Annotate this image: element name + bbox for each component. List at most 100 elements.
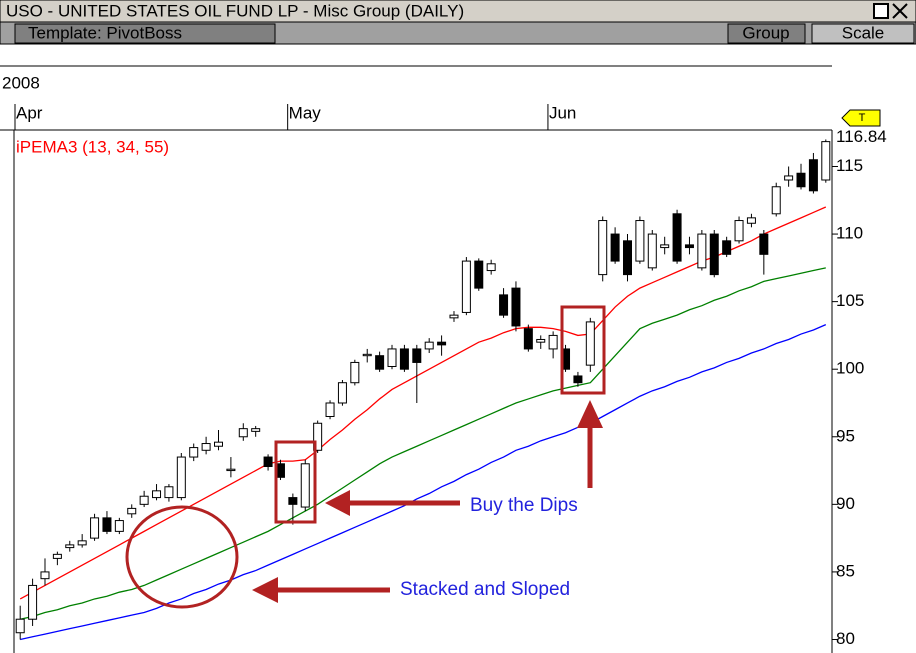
candle-body	[164, 486, 174, 499]
candle-body	[623, 240, 632, 276]
candle-body	[437, 341, 447, 346]
candle-body	[399, 348, 409, 370]
year-label: 2008	[2, 73, 40, 92]
candle-body	[499, 294, 509, 316]
arrow-head	[577, 400, 603, 428]
indicator-label: iPEMA3 (13, 34, 55)	[16, 137, 169, 156]
candle-body	[412, 348, 422, 363]
candle-body	[275, 463, 285, 478]
candle-body	[610, 233, 620, 262]
annotation-text: Stacked and Sloped	[400, 579, 570, 600]
candle-body	[759, 233, 769, 255]
y-tick-label: 110	[836, 224, 863, 243]
candle-body	[114, 520, 124, 532]
candle-body	[821, 141, 831, 181]
candle-body	[15, 618, 25, 634]
candle-body	[474, 260, 484, 289]
candle-body	[598, 220, 608, 276]
candle-body	[808, 159, 818, 192]
candle-body	[375, 355, 385, 370]
candle-body	[635, 220, 645, 262]
maximize-button[interactable]	[873, 3, 889, 19]
candle-body	[350, 361, 360, 384]
candle-body	[263, 456, 273, 468]
candle-body	[28, 584, 38, 620]
price-marker-label: T	[859, 112, 866, 124]
candle-body	[201, 443, 211, 451]
candle-body	[697, 233, 707, 269]
candle-body	[709, 233, 719, 276]
plot-area: 80 85 90 95 100 105 110 115 Apr May Jun 116.84	[14, 103, 916, 648]
scale-button[interactable]	[811, 23, 915, 44]
y-tick-label: 105	[836, 291, 864, 310]
x-tick-label: Apr	[16, 103, 43, 122]
candle-body	[152, 490, 162, 499]
candle-body	[139, 495, 149, 505]
candle-body	[585, 321, 595, 366]
candle-body	[746, 217, 756, 224]
candle-body	[387, 348, 397, 367]
candle-body	[536, 338, 546, 343]
candle-body	[461, 260, 471, 313]
candle-body	[77, 540, 87, 546]
ema-line	[20, 267, 826, 620]
candle-body	[65, 544, 75, 549]
x-tick-label: May	[289, 103, 322, 122]
candle-body	[796, 172, 806, 188]
candle-body	[238, 428, 248, 438]
candle-body	[325, 402, 335, 418]
candle-body	[189, 447, 199, 458]
candle-body	[672, 213, 682, 262]
group-button[interactable]	[727, 23, 806, 44]
template-button[interactable]	[14, 23, 276, 44]
stack-circle	[125, 505, 239, 609]
y-tick-label: 100	[836, 359, 864, 378]
y-tick-label: 80	[836, 629, 855, 648]
candle-body	[573, 375, 583, 384]
candle-body	[40, 571, 50, 580]
template-label: Template: PivotBoss	[28, 23, 182, 42]
ema-line	[20, 324, 827, 641]
last-price-box	[834, 127, 916, 148]
y-tick-label: 115	[836, 156, 863, 175]
y-tick-label: 85	[836, 561, 855, 580]
candle-body	[102, 517, 112, 532]
close-button[interactable]	[892, 3, 908, 19]
candle-body	[734, 220, 744, 242]
ema-line	[19, 206, 827, 600]
annotations: Buy the Dips Stacked and Sloped	[125, 305, 606, 609]
candle-body	[684, 244, 694, 249]
scale-label: Scale	[842, 23, 885, 42]
candle-body	[523, 328, 533, 350]
candle-body	[52, 553, 62, 559]
annotation-text: Buy the Dips	[470, 495, 578, 516]
candle-body	[548, 334, 558, 350]
candle-body	[486, 263, 496, 272]
candle-body	[784, 175, 794, 181]
price-marker	[841, 109, 881, 127]
dip-box	[560, 305, 606, 395]
candle-body	[226, 468, 236, 472]
dip-box	[274, 440, 317, 524]
candle-body	[722, 240, 732, 255]
candle-body	[127, 507, 137, 515]
candle-body	[647, 233, 657, 269]
candle-body	[424, 341, 434, 350]
candle-body	[337, 382, 347, 404]
candle-body	[771, 186, 781, 215]
candle-body	[362, 353, 372, 357]
candle-body	[300, 463, 310, 508]
x-tick-label: Jun	[549, 103, 576, 122]
last-price-label: 116.84	[836, 127, 887, 146]
candle-body	[251, 428, 261, 432]
window-title: USO - UNITED STATES OIL FUND LP - Misc G…	[6, 1, 464, 20]
y-tick-label: 95	[836, 426, 855, 445]
group-label: Group	[742, 23, 789, 42]
candle-body	[214, 441, 223, 447]
candle-body	[90, 517, 100, 539]
y-tick-label: 90	[836, 494, 855, 513]
arrow-head	[325, 490, 350, 516]
